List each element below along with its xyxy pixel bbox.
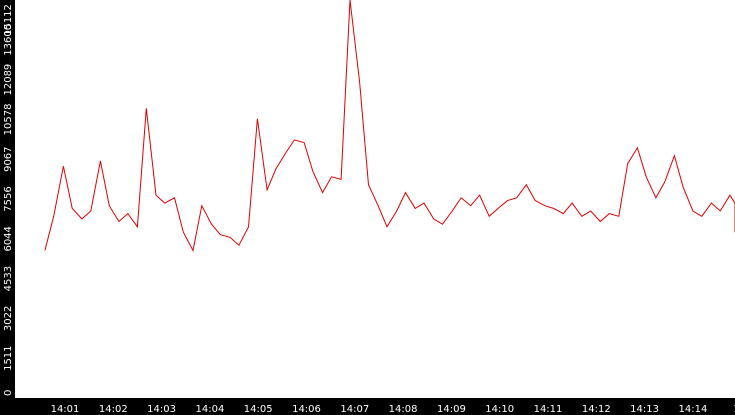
x-tick-label: 14:	[733, 404, 735, 415]
y-tick-label: 4533	[3, 266, 14, 291]
series-layer	[44, 0, 735, 252]
y-tick-label: 3022	[3, 306, 14, 331]
y-tick-label: 9067	[3, 146, 14, 171]
y-tick-label: 13600	[3, 24, 14, 56]
x-tick-label: 14:12	[582, 404, 611, 415]
x-tick-label: 14:14	[678, 404, 707, 415]
x-tick-label: 14:04	[195, 404, 224, 415]
x-tick-label: 14:10	[485, 404, 514, 415]
x-tick-label: 14:02	[99, 404, 128, 415]
x-tick-label: 14:01	[51, 404, 80, 415]
y-axis-ticks: 0 1511 3022 4533 6044 7556 9067 10578 12089 13600…	[3, 4, 14, 396]
y-tick-label: 7556	[3, 186, 14, 211]
x-tick-label: 14:03	[147, 404, 176, 415]
y-tick-label: 15112	[3, 4, 14, 36]
series-line	[44, 0, 735, 252]
y-tick-label: 12089	[3, 64, 14, 96]
y-axis-band	[0, 0, 15, 415]
x-axis-ticks: 14:01 14:02 14:03 14:04 14:05 14:06 14:07 14:08…	[51, 404, 735, 415]
x-tick-label: 14:05	[244, 404, 273, 415]
x-tick-label: 14:06	[292, 404, 321, 415]
x-tick-label: 14:13	[630, 404, 659, 415]
x-tick-label: 14:07	[340, 404, 369, 415]
y-tick-label: 0	[3, 390, 14, 396]
y-tick-label: 1511	[3, 345, 14, 370]
x-axis-band	[0, 398, 735, 415]
y-tick-label: 6044	[3, 226, 14, 251]
x-tick-label: 14:08	[389, 404, 418, 415]
x-tick-label: 14:11	[534, 404, 563, 415]
x-tick-label: 14:09	[437, 404, 466, 415]
y-tick-label: 10578	[3, 104, 14, 136]
